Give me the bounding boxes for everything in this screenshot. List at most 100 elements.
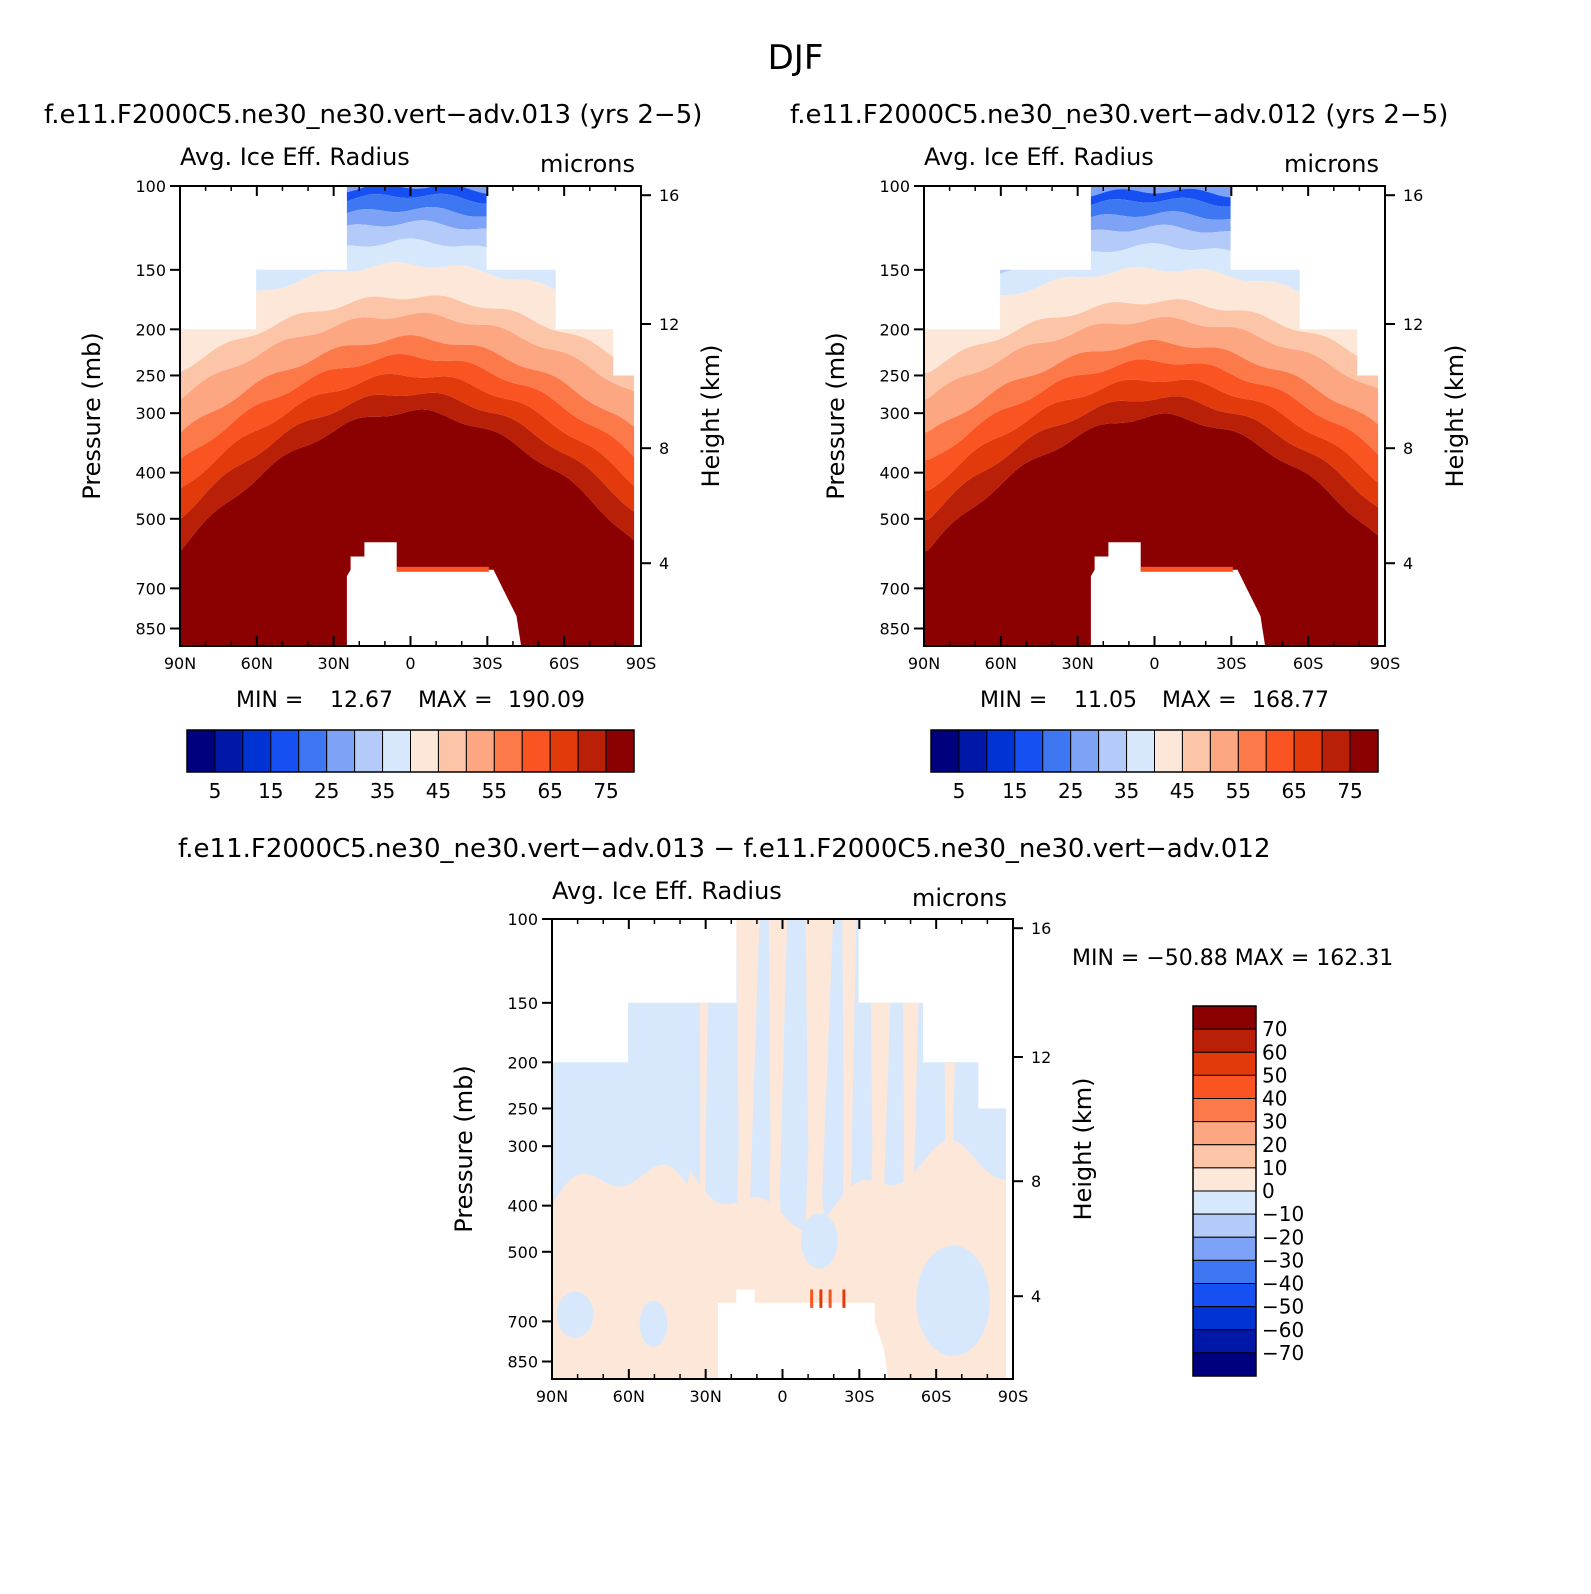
colorbar-swatch <box>1192 1098 1257 1123</box>
panel2-min-value: 11.05 <box>1074 688 1137 713</box>
contour-band <box>924 359 1385 491</box>
contour-band <box>180 392 641 552</box>
colorbar-label: 5 <box>953 779 966 803</box>
colorbar-label: −60 <box>1262 1318 1304 1342</box>
colorbar-label: 10 <box>1262 1156 1287 1180</box>
colorbar-label: 75 <box>593 779 618 803</box>
panel2-max-label: MAX = <box>1162 688 1237 713</box>
contour-band <box>556 1291 594 1338</box>
y-tick-label: 500 <box>507 1243 538 1262</box>
colorbar-swatch <box>521 729 551 773</box>
x-tick-label: 0 <box>405 654 415 673</box>
y-tick-label: 150 <box>879 261 910 280</box>
panel1-variable-title: Avg. Ice Eff. Radius <box>180 143 410 171</box>
figure-title: DJF <box>767 38 824 78</box>
panel2-case-title: f.e11.F2000C5.ne30_ne30.vert−adv.012 (yr… <box>790 100 1449 130</box>
x-tick-label: 0 <box>1149 654 1159 673</box>
y-tick-label: 300 <box>507 1137 538 1156</box>
colorbar-label: 60 <box>1262 1040 1287 1064</box>
y-tick-label: 500 <box>879 510 910 529</box>
panel-case-013: 90N 60N 30N 0 30S 60S 90S 100 150 200 250 300 400 500… <box>78 177 725 803</box>
contour-field <box>924 186 1385 646</box>
colorbar-swatch <box>1209 729 1239 773</box>
panel1-max-value: 190.09 <box>508 688 585 713</box>
contour-band <box>898 919 925 1379</box>
x-tick-label: 30N <box>690 1387 722 1406</box>
panel2-min-label: MIN = <box>980 688 1048 713</box>
y-tick-label: 200 <box>879 320 910 339</box>
height-tick-label: 12 <box>1403 315 1423 334</box>
colorbar-swatch <box>1154 729 1183 773</box>
colorbar-frame <box>186 729 635 773</box>
colorbar-label: 55 <box>482 779 507 803</box>
colorbar-swatch <box>465 729 495 773</box>
colorbar-swatch <box>437 729 467 773</box>
contour-band <box>1140 566 1233 572</box>
y-tick-label: 250 <box>507 1099 538 1118</box>
missing-data-region <box>1090 542 1266 646</box>
colorbar-swatch <box>1181 729 1211 773</box>
x-tick-label: 60N <box>985 654 1017 673</box>
contour-band <box>924 396 1385 552</box>
colorbar-swatch <box>354 729 384 773</box>
y-tick-label: 100 <box>507 910 538 929</box>
contour-band <box>819 1289 823 1308</box>
colorbar-label: 20 <box>1262 1133 1287 1157</box>
colorbar-frame <box>1192 1005 1257 1377</box>
contour-band <box>180 409 641 646</box>
colorbar-swatch <box>1192 1005 1257 1030</box>
x-tick-label: 30S <box>844 1387 875 1406</box>
difference-field <box>552 919 1013 1379</box>
colorbar-swatch <box>605 729 635 773</box>
y-tick-label: 100 <box>135 177 166 196</box>
height-tick-label: 12 <box>659 315 679 334</box>
colorbar-swatch <box>1014 729 1044 773</box>
y-tick-label: 150 <box>507 994 538 1013</box>
colorbar-swatch <box>1192 1352 1257 1377</box>
contour-band <box>180 373 641 520</box>
contour-band <box>828 1289 832 1308</box>
x-tick-label: 60N <box>613 1387 645 1406</box>
colorbar-swatch <box>1293 729 1323 773</box>
panel2-units: microns <box>1284 150 1379 178</box>
colorbar-label: −70 <box>1262 1341 1304 1365</box>
colorbar-label: 15 <box>258 779 283 803</box>
contour-band <box>916 1245 990 1357</box>
x-tick-label: 90N <box>908 654 940 673</box>
colorbar-swatch <box>577 729 607 773</box>
colorbar-swatch <box>1126 729 1155 773</box>
colorbar-swatch <box>1265 729 1295 773</box>
colorbar-swatch <box>270 729 300 773</box>
y-tick-label: 100 <box>879 177 910 196</box>
colorbar-swatch <box>1070 729 1100 773</box>
contour-band <box>180 295 641 400</box>
y-tick-label: 850 <box>507 1353 538 1372</box>
y-tick-label: 700 <box>879 579 910 598</box>
colorbar-label: −10 <box>1262 1202 1304 1226</box>
colorbar-label: 65 <box>537 779 562 803</box>
panel3-minmax: MIN = −50.88 MAX = 162.31 <box>1072 946 1394 971</box>
contour-band <box>180 262 641 373</box>
contour-band <box>865 919 898 1379</box>
colorbar-label: 25 <box>314 779 339 803</box>
y-right-axis-label: Height (km) <box>1441 345 1469 488</box>
colorbar-label: 40 <box>1262 1087 1287 1111</box>
colorbar-swatch <box>493 729 523 773</box>
colorbar-label: 55 <box>1226 779 1251 803</box>
height-tick-label: 12 <box>1031 1048 1051 1067</box>
contour-band <box>839 919 859 1379</box>
colorbar-label: 35 <box>370 779 395 803</box>
height-tick-label: 16 <box>1031 919 1051 938</box>
y-tick-label: 400 <box>135 464 166 483</box>
colorbar-frame <box>930 729 1379 773</box>
colorbar-swatch <box>986 729 1016 773</box>
contour-band <box>810 1289 814 1308</box>
contour-band <box>924 413 1385 646</box>
colorbar-swatch <box>1192 1259 1257 1284</box>
panel3-variable-title: Avg. Ice Eff. Radius <box>552 877 782 905</box>
colorbar-label: 35 <box>1114 779 1139 803</box>
x-tick-label: 30N <box>318 654 350 673</box>
height-tick-label: 8 <box>1403 439 1413 458</box>
colorbar-swatch <box>1192 1051 1257 1076</box>
